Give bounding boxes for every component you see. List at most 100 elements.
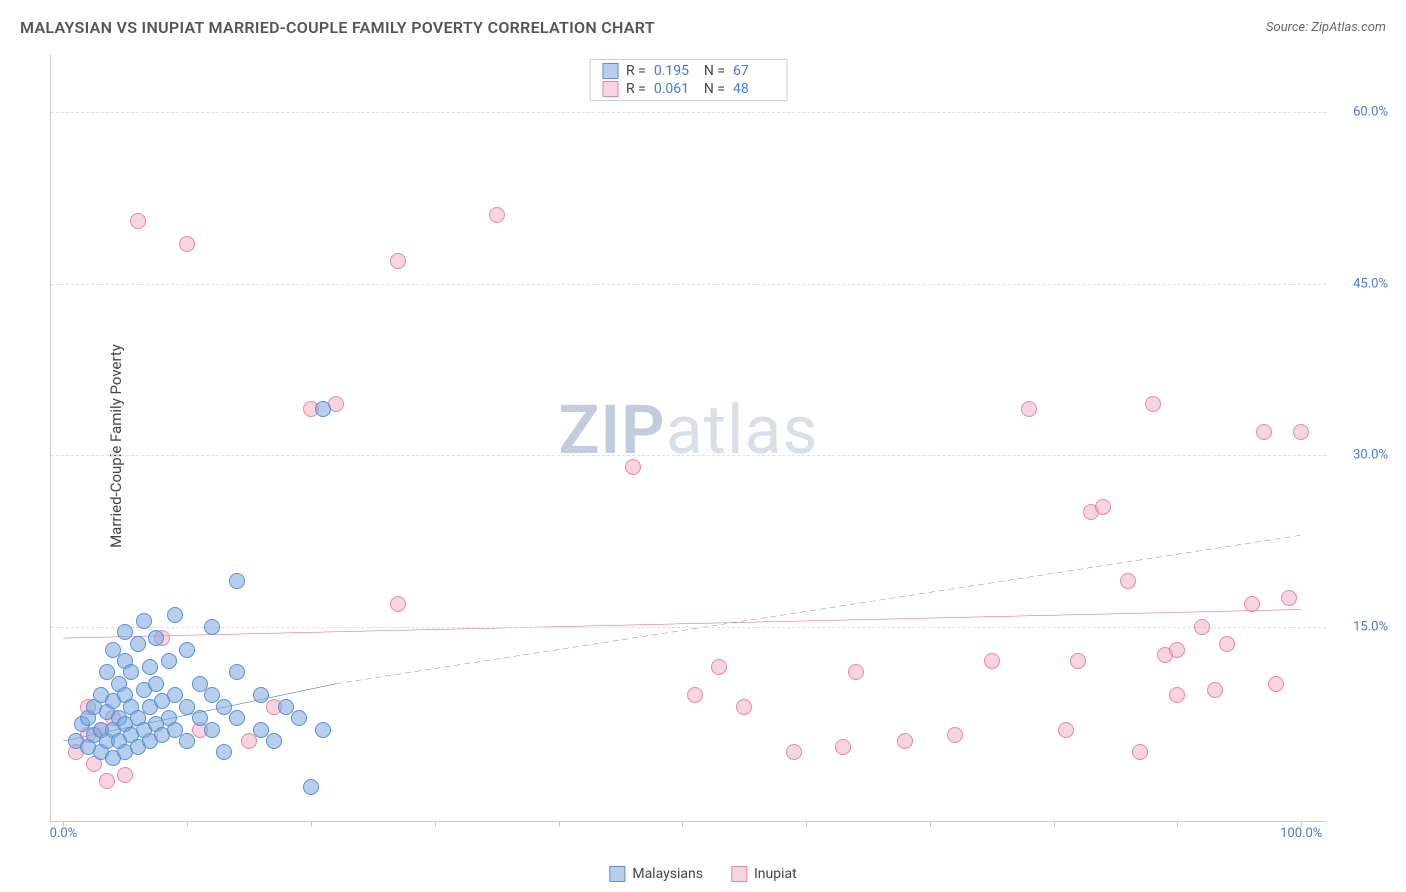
- y-tick-label: 60.0%: [1353, 105, 1388, 120]
- point-inupiat: [1256, 424, 1272, 440]
- chart-header: MALAYSIAN VS INUPIAT MARRIED-COUPLE FAMI…: [20, 18, 1386, 37]
- plot-area: ZIPatlas R = 0.195 N = 67 R = 0.061 N = …: [50, 55, 1326, 822]
- legend-label-malaysians: Malaysians: [632, 866, 703, 882]
- point-inupiat: [1021, 401, 1037, 417]
- point-malaysians: [253, 687, 269, 703]
- watermark: ZIPatlas: [558, 390, 818, 470]
- point-inupiat: [736, 699, 752, 715]
- point-inupiat: [241, 733, 257, 749]
- r-value-malaysians: 0.195: [654, 63, 696, 79]
- trend-lines: [51, 55, 1326, 821]
- n-value-malaysians: 67: [733, 63, 775, 79]
- point-inupiat: [1095, 499, 1111, 515]
- x-tick-label-left: 0.0%: [50, 826, 78, 841]
- point-inupiat: [1281, 590, 1297, 606]
- point-malaysians: [229, 710, 245, 726]
- gridline: [51, 627, 1326, 628]
- point-inupiat: [1293, 424, 1309, 440]
- point-inupiat: [1169, 642, 1185, 658]
- point-malaysians: [148, 630, 164, 646]
- y-tick-label: 30.0%: [1353, 448, 1388, 463]
- point-malaysians: [204, 619, 220, 635]
- point-inupiat: [1120, 573, 1136, 589]
- point-inupiat: [711, 659, 727, 675]
- point-malaysians: [266, 733, 282, 749]
- stats-legend: R = 0.195 N = 67 R = 0.061 N = 48: [589, 59, 788, 101]
- legend-swatch-inupiat: [731, 866, 747, 882]
- point-inupiat: [1194, 619, 1210, 635]
- point-malaysians: [315, 722, 331, 738]
- point-malaysians: [148, 676, 164, 692]
- r-value-inupiat: 0.061: [654, 81, 696, 97]
- point-malaysians: [216, 744, 232, 760]
- point-inupiat: [390, 253, 406, 269]
- point-inupiat: [848, 664, 864, 680]
- stats-row-malaysians: R = 0.195 N = 67: [590, 62, 787, 80]
- point-malaysians: [229, 573, 245, 589]
- point-inupiat: [1145, 396, 1161, 412]
- point-malaysians: [204, 722, 220, 738]
- x-tick: [187, 821, 188, 827]
- point-inupiat: [687, 687, 703, 703]
- point-malaysians: [161, 653, 177, 669]
- bottom-legend: Malaysians Inupiat: [609, 866, 796, 882]
- point-inupiat: [897, 733, 913, 749]
- x-tick: [930, 821, 931, 827]
- point-malaysians: [136, 613, 152, 629]
- point-malaysians: [167, 607, 183, 623]
- x-tick: [435, 821, 436, 827]
- swatch-malaysians: [602, 63, 618, 79]
- x-tick: [682, 821, 683, 827]
- x-tick: [559, 821, 560, 827]
- r-label-2: R =: [626, 81, 646, 97]
- point-inupiat: [117, 767, 133, 783]
- y-tick-label: 15.0%: [1353, 619, 1388, 634]
- point-malaysians: [123, 664, 139, 680]
- point-malaysians: [130, 636, 146, 652]
- x-tick: [806, 821, 807, 827]
- gridline: [51, 284, 1326, 285]
- point-malaysians: [303, 779, 319, 795]
- point-inupiat: [130, 213, 146, 229]
- gridline: [51, 112, 1326, 113]
- point-malaysians: [291, 710, 307, 726]
- n-value-inupiat: 48: [733, 81, 775, 97]
- point-inupiat: [947, 727, 963, 743]
- point-malaysians: [229, 664, 245, 680]
- x-tick: [1177, 821, 1178, 827]
- x-tick: [311, 821, 312, 827]
- y-tick-label: 45.0%: [1353, 276, 1388, 291]
- watermark-atlas: atlas: [666, 390, 819, 470]
- chart-title: MALAYSIAN VS INUPIAT MARRIED-COUPLE FAMI…: [20, 18, 655, 37]
- point-inupiat: [99, 773, 115, 789]
- point-malaysians: [179, 642, 195, 658]
- point-inupiat: [1058, 722, 1074, 738]
- legend-item-inupiat: Inupiat: [731, 866, 797, 882]
- point-inupiat: [1207, 682, 1223, 698]
- swatch-inupiat: [602, 81, 618, 97]
- point-inupiat: [1169, 687, 1185, 703]
- point-inupiat: [786, 744, 802, 760]
- x-tick-label-right: 100.0%: [1280, 826, 1322, 841]
- point-malaysians: [179, 733, 195, 749]
- legend-swatch-malaysians: [609, 866, 625, 882]
- point-inupiat: [835, 739, 851, 755]
- r-label: R =: [626, 63, 646, 79]
- point-inupiat: [984, 653, 1000, 669]
- gridline: [51, 455, 1326, 456]
- n-label: N =: [704, 63, 725, 79]
- point-inupiat: [1219, 636, 1235, 652]
- x-tick: [1054, 821, 1055, 827]
- watermark-zip: ZIP: [558, 390, 665, 470]
- point-malaysians: [142, 659, 158, 675]
- point-inupiat: [625, 459, 641, 475]
- legend-item-malaysians: Malaysians: [609, 866, 703, 882]
- point-inupiat: [1132, 744, 1148, 760]
- legend-label-inupiat: Inupiat: [754, 866, 797, 882]
- point-inupiat: [1244, 596, 1260, 612]
- stats-row-inupiat: R = 0.061 N = 48: [590, 80, 787, 98]
- point-inupiat: [390, 596, 406, 612]
- point-inupiat: [1268, 676, 1284, 692]
- n-label-2: N =: [704, 81, 725, 97]
- source-label: Source: ZipAtlas.com: [1266, 20, 1386, 35]
